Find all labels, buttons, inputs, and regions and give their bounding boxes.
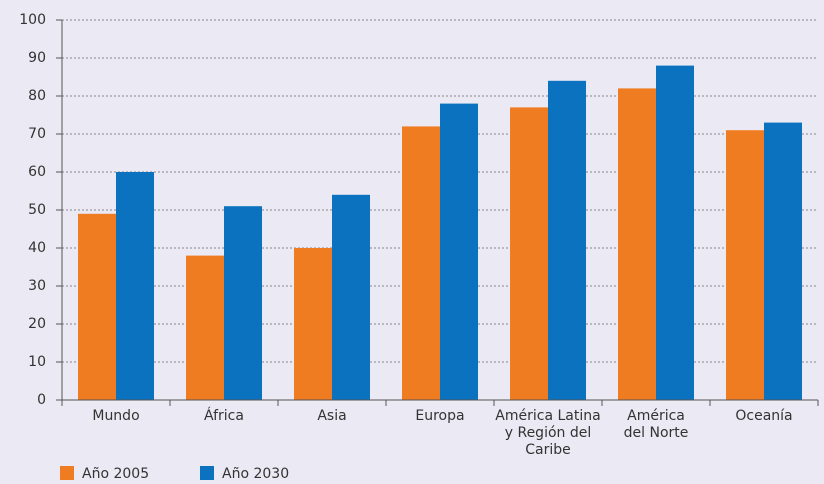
legend-swatch bbox=[60, 466, 74, 480]
bar bbox=[224, 206, 262, 400]
bar bbox=[618, 88, 656, 401]
bar bbox=[294, 248, 332, 400]
x-tick-label: Oceanía bbox=[735, 408, 793, 424]
bar bbox=[116, 172, 154, 400]
x-tick-label: Asia bbox=[317, 408, 347, 424]
y-tick-label: 100 bbox=[19, 12, 46, 28]
y-tick-label: 70 bbox=[28, 126, 46, 142]
y-tick-label: 50 bbox=[28, 202, 46, 218]
x-tick-label: América del Norte bbox=[623, 408, 689, 441]
x-tick-label: Europa bbox=[415, 408, 465, 424]
bar bbox=[186, 255, 224, 400]
bar bbox=[78, 213, 116, 400]
bar bbox=[332, 194, 370, 400]
bar bbox=[510, 107, 548, 401]
y-tick-label: 90 bbox=[28, 50, 46, 66]
x-tick-label: América Latina y Región del Caribe bbox=[495, 408, 601, 458]
legend-label: Año 2005 bbox=[82, 466, 149, 482]
legend-label: Año 2030 bbox=[222, 466, 289, 482]
y-tick-label: 60 bbox=[28, 164, 46, 180]
y-tick-label: 20 bbox=[28, 316, 46, 332]
y-tick-label: 80 bbox=[28, 88, 46, 104]
legend-swatch bbox=[200, 466, 214, 480]
bar bbox=[656, 65, 694, 400]
bar bbox=[402, 126, 440, 401]
y-tick-label: 0 bbox=[37, 392, 46, 408]
y-tick-label: 10 bbox=[28, 354, 46, 370]
x-tick-label: África bbox=[204, 408, 244, 424]
bar bbox=[440, 103, 478, 400]
x-tick-label: Mundo bbox=[92, 408, 140, 424]
y-tick-label: 40 bbox=[28, 240, 46, 256]
bar bbox=[726, 130, 764, 400]
bar bbox=[764, 122, 802, 400]
y-tick-label: 30 bbox=[28, 278, 46, 294]
bar bbox=[548, 80, 586, 401]
